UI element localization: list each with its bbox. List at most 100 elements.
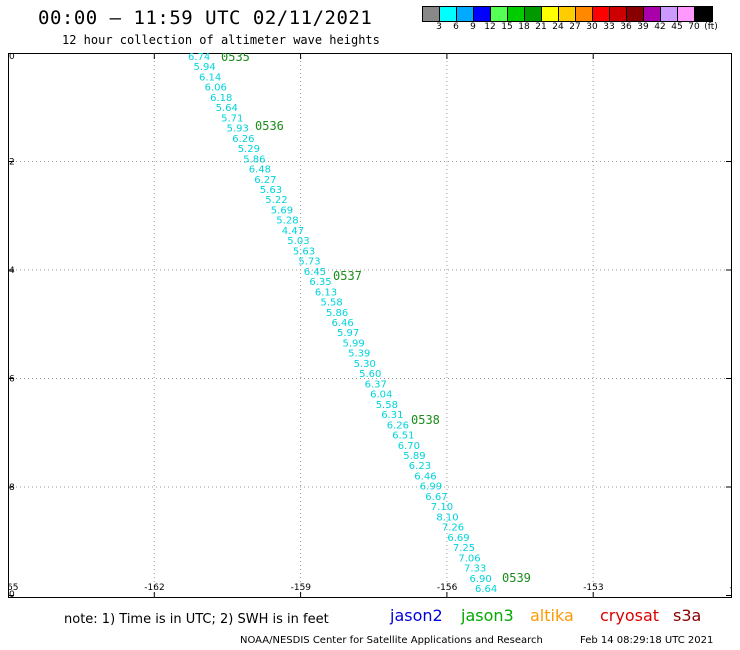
wave-height-value: 5.99 (343, 339, 365, 350)
lat-label: -30 (8, 53, 15, 62)
wave-height-value: 5.58 (376, 400, 398, 411)
legend-swatch (576, 7, 593, 21)
wave-height-value: 7.26 (442, 523, 464, 534)
lat-label: -34 (8, 266, 15, 276)
time-label: 0536 (255, 119, 284, 133)
wave-height-value: 5.93 (227, 124, 249, 135)
satellite-label-altika: altika (530, 606, 574, 625)
wave-height-value: 5.71 (221, 113, 243, 124)
time-labels: 0535 0536 0537 0538 0539 (221, 53, 531, 585)
legend-label: 45 (671, 22, 683, 32)
lon-label: -159 (291, 583, 312, 593)
lat-label: -36 (8, 375, 15, 385)
wave-height-value: 5.30 (354, 359, 376, 370)
time-label: 0535 (221, 53, 250, 64)
legend-label: 42 (654, 22, 666, 32)
wave-height-value: 6.37 (365, 379, 387, 390)
wave-height-value: 6.70 (398, 441, 420, 452)
legend-swatch (525, 7, 542, 21)
legend-swatch (695, 7, 712, 21)
legend-swatch (457, 7, 474, 21)
legend-swatch (661, 7, 678, 21)
lat-label: -32 (8, 158, 15, 168)
legend-label: (ft) (704, 22, 718, 32)
altimeter-track: 6.745.946.146.066.185.645.715.936.265.29… (188, 53, 497, 595)
legend-swatch (440, 7, 457, 21)
wave-height-value: 6.67 (425, 492, 447, 503)
wave-height-value: 5.29 (238, 144, 260, 155)
wave-height-value: 7.10 (431, 502, 453, 513)
wave-height-value: 5.58 (321, 298, 343, 309)
wave-height-value: 6.45 (304, 267, 326, 278)
wave-height-value: 5.22 (265, 195, 287, 206)
wave-height-value: 6.35 (309, 277, 331, 288)
wave-height-value: 6.13 (315, 287, 337, 298)
time-label: 0537 (333, 269, 362, 283)
legend-label: 24 (552, 22, 564, 32)
wave-height-value: 7.06 (458, 553, 480, 564)
satellite-label-cryosat: cryosat (600, 606, 660, 625)
legend-label: 30 (586, 22, 598, 32)
time-label: 0539 (502, 571, 531, 585)
wave-height-value: 5.94 (194, 62, 216, 73)
legend-label: 6 (453, 22, 459, 32)
wave-height-value: 6.46 (414, 472, 436, 483)
wave-height-value: 6.04 (370, 390, 392, 401)
legend-swatch (423, 7, 440, 21)
wave-height-value: 5.64 (216, 103, 238, 114)
lon-label: -165 (8, 583, 18, 593)
axis-labels: -30 -32 -34 -36 -38 -40-165 -162 -159 -156 -153 -1… (8, 53, 732, 598)
wave-height-value: 5.89 (403, 451, 425, 462)
wave-height-value: 7.33 (464, 564, 486, 575)
legend-label: 39 (637, 22, 649, 32)
legend-label: 70 (688, 22, 700, 32)
wave-height-value: 6.90 (470, 574, 492, 585)
wave-height-value: 5.39 (348, 349, 370, 360)
lon-label: -156 (437, 583, 458, 593)
time-label: 0538 (411, 413, 440, 427)
lon-label: -153 (583, 583, 603, 593)
wave-height-value: 6.26 (387, 420, 409, 431)
wave-height-value: 6.51 (392, 431, 414, 442)
legend-swatch (610, 7, 627, 21)
legend-swatch (559, 7, 576, 21)
wave-height-value: 7.25 (453, 543, 475, 554)
legend-swatch (678, 7, 695, 21)
legend-label: 27 (569, 22, 581, 32)
legend-swatch (593, 7, 610, 21)
legend-label: 3 (436, 22, 442, 32)
legend-label: 36 (620, 22, 632, 32)
lon-label: -15 (730, 583, 733, 593)
wave-height-value: 5.60 (359, 369, 381, 380)
wave-height-value: 5.63 (260, 185, 282, 196)
wave-height-value: 5.69 (271, 206, 293, 217)
lon-label: -162 (144, 583, 164, 593)
wave-height-value: 6.06 (205, 83, 227, 94)
wave-height-map: -30 -32 -34 -36 -38 -40-165 -162 -159 -156 -153 -1… (8, 53, 732, 598)
legend-swatch (491, 7, 508, 21)
wave-height-value: 5.73 (298, 257, 320, 268)
legend-label: 12 (484, 22, 496, 32)
wave-height-value: 6.26 (232, 134, 254, 145)
wave-height-value: 6.99 (420, 482, 442, 493)
legend-label: 18 (518, 22, 530, 32)
wave-height-value: 5.63 (293, 246, 315, 257)
page-subtitle: 12 hour collection of altimeter wave hei… (62, 33, 380, 47)
lat-label: -38 (8, 483, 15, 493)
lat-label: -40 (8, 590, 15, 598)
legend-swatch (542, 7, 559, 21)
wave-height-value: 5.86 (243, 154, 265, 165)
page-title: 00:00 – 11:59 UTC 02/11/2021 (38, 7, 373, 29)
wave-height-value: 4.47 (282, 226, 304, 237)
legend-swatch (627, 7, 644, 21)
wave-height-value: 6.74 (188, 53, 210, 63)
wave-height-value: 6.31 (381, 410, 403, 421)
footnote: note: 1) Time is in UTC; 2) SWH is in fe… (64, 612, 329, 627)
wave-height-value: 5.28 (276, 216, 298, 227)
wave-height-value: 6.69 (447, 533, 469, 544)
wave-height-value: 6.48 (249, 165, 271, 176)
legend-label: 9 (470, 22, 476, 32)
credit-footer: NOAA/NESDIS Center for Satellite Applica… (240, 635, 543, 646)
legend-swatch (508, 7, 525, 21)
wave-height-value: 6.18 (210, 93, 232, 104)
